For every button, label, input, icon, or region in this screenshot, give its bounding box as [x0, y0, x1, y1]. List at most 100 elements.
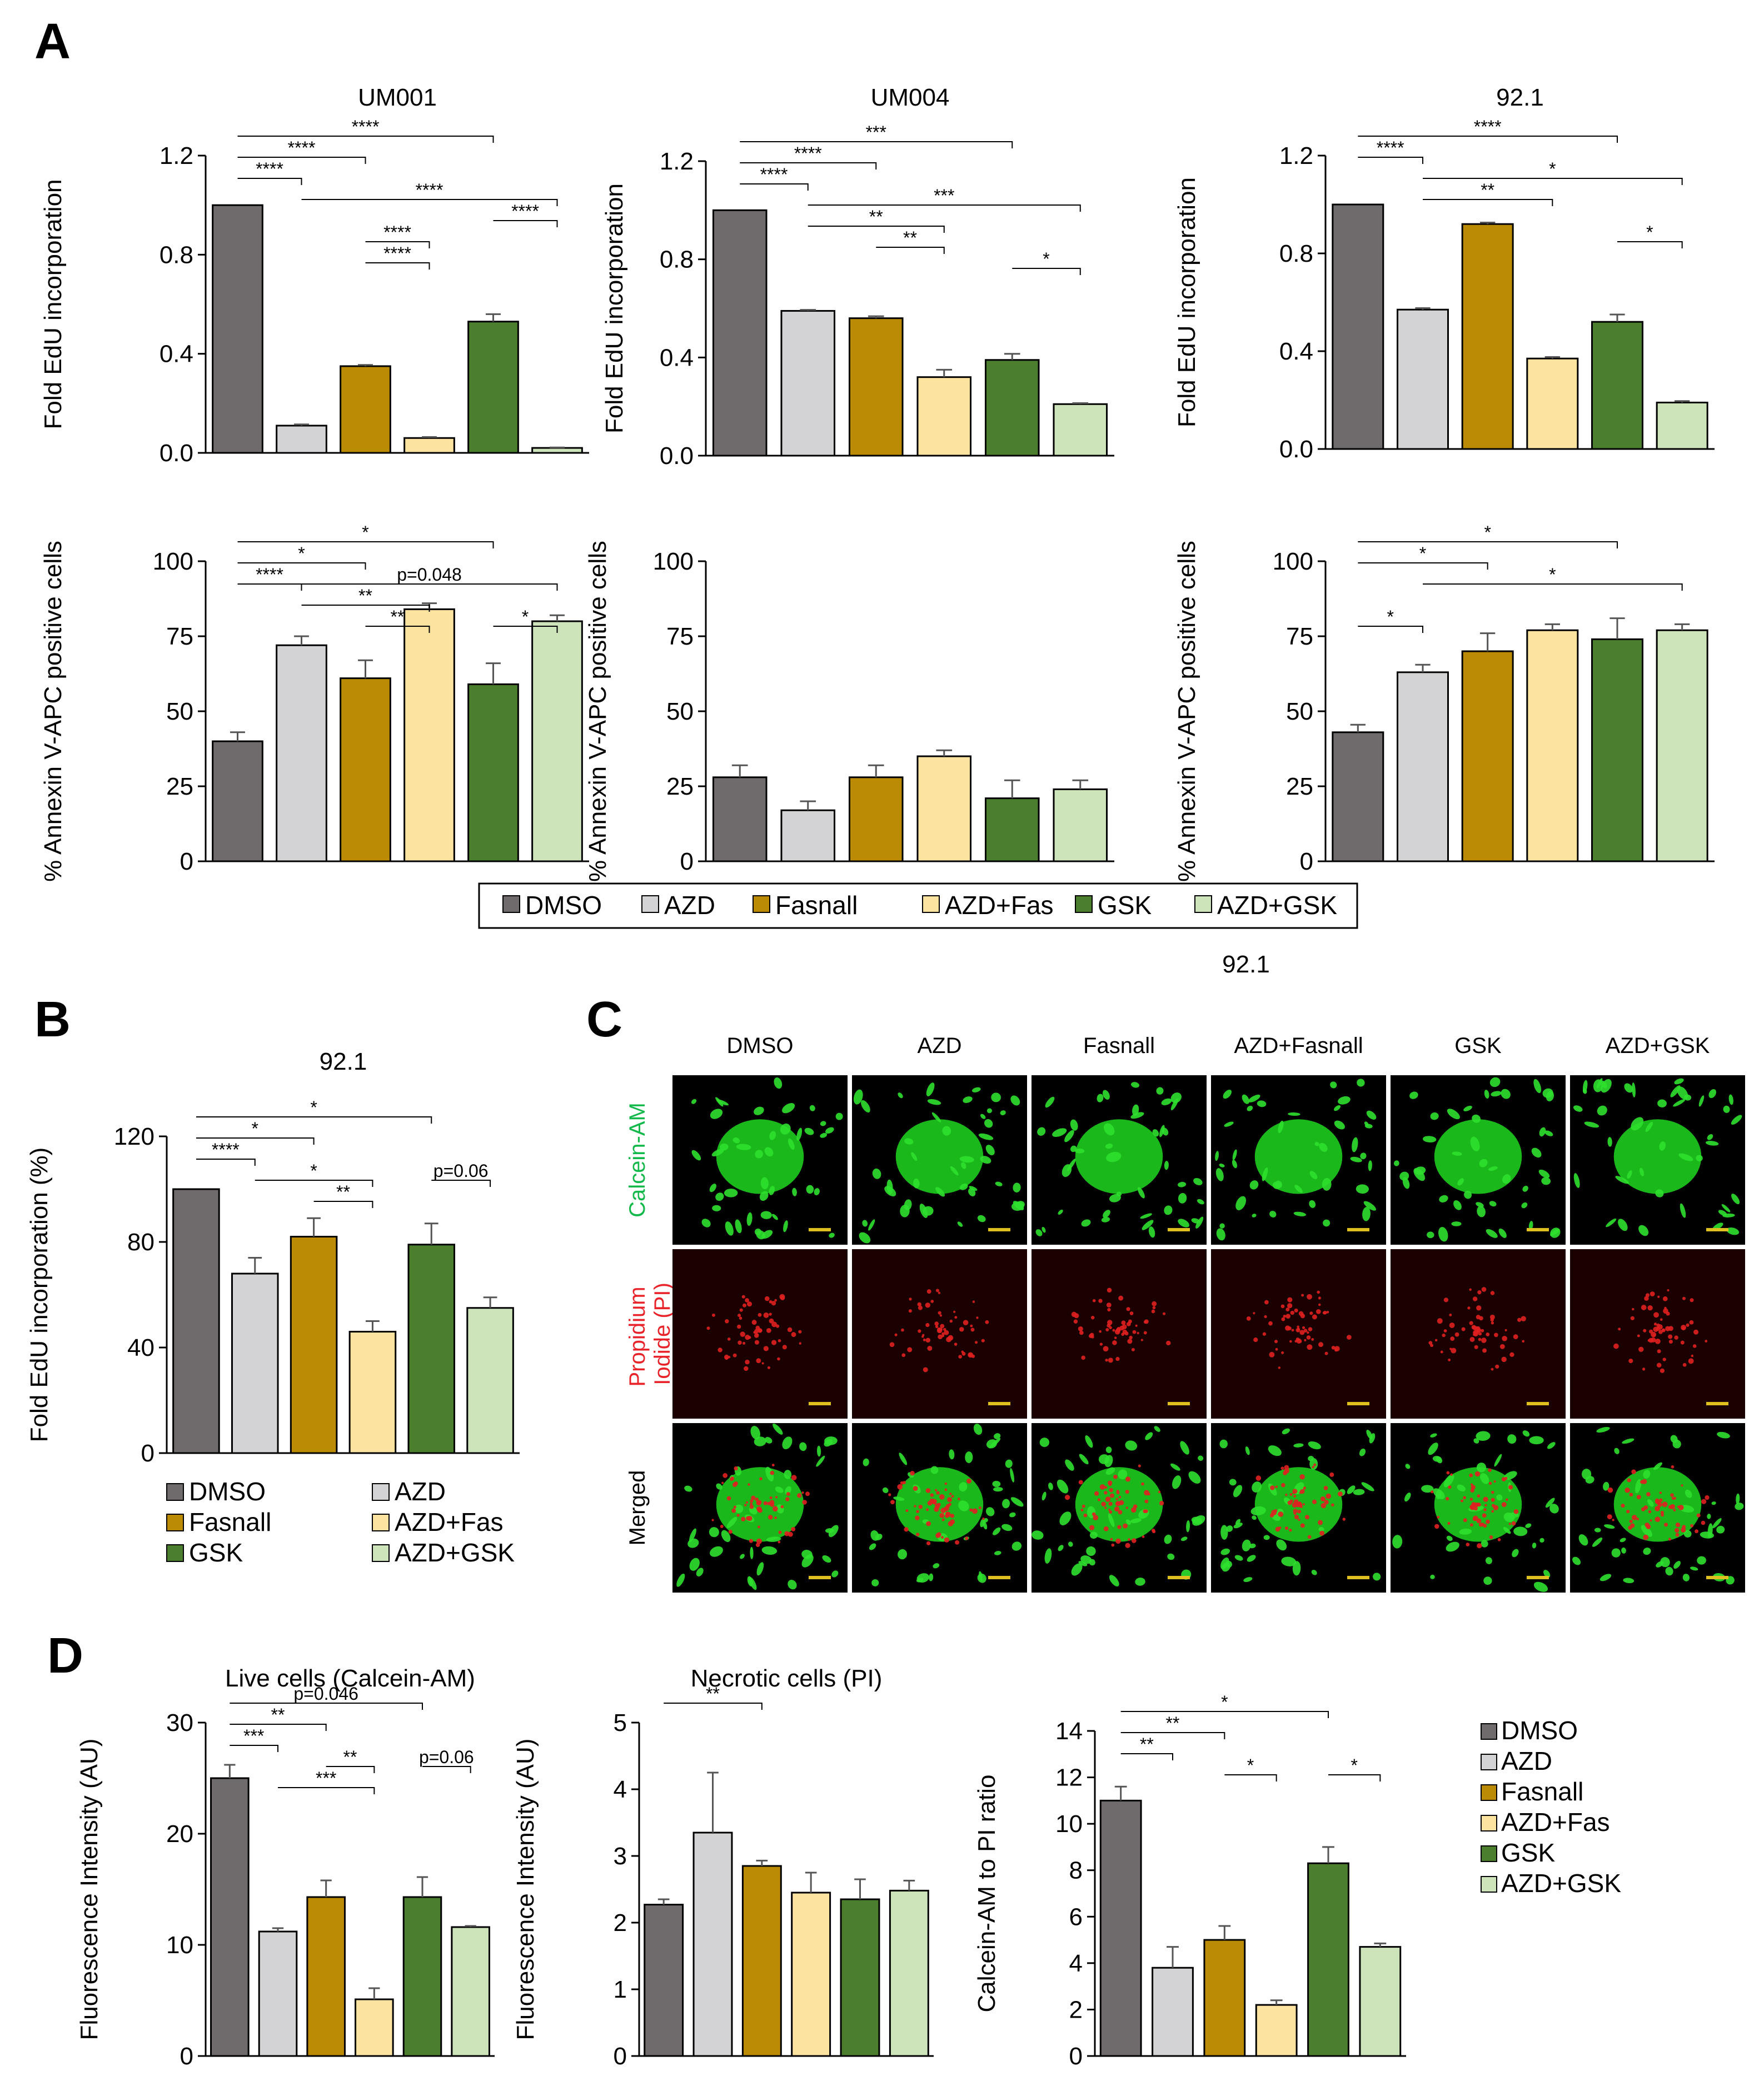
pi-nucleus	[1109, 1510, 1113, 1514]
cell	[1597, 1105, 1607, 1116]
significance-bracket	[365, 241, 430, 248]
pi-nucleus	[1107, 1308, 1111, 1312]
pi-nucleus	[1482, 1513, 1487, 1518]
significance-bracket	[740, 183, 809, 191]
cell	[724, 1189, 738, 1197]
pi-nucleus	[1131, 1348, 1135, 1351]
bar-dmso	[212, 740, 263, 862]
pi-nucleus	[1668, 1538, 1672, 1541]
cell	[1220, 1525, 1228, 1540]
pi-nucleus	[940, 1324, 945, 1329]
significance-bracket	[230, 1745, 278, 1752]
legend-label: AZD+GSK	[1217, 891, 1337, 920]
legend-swatch	[1194, 895, 1212, 913]
pi-nucleus	[1290, 1310, 1295, 1315]
pi-nucleus	[1460, 1499, 1464, 1503]
pi-nucleus	[1107, 1324, 1111, 1328]
cell	[1243, 1577, 1253, 1582]
cell	[1005, 1459, 1013, 1468]
pi-nucleus	[1613, 1343, 1619, 1349]
pi-nucleus	[1522, 1340, 1525, 1343]
pi-nucleus	[1331, 1503, 1334, 1507]
pi-nucleus	[1489, 1535, 1493, 1539]
cell	[1058, 1209, 1063, 1215]
legend-label: AZD	[1501, 1746, 1552, 1775]
cell	[1413, 1168, 1426, 1181]
cell	[1293, 1211, 1307, 1216]
pi-nucleus	[1126, 1307, 1130, 1311]
pi-nucleus	[744, 1366, 749, 1371]
significance-label: ****	[511, 201, 539, 221]
y-tick-label: 0.8	[660, 246, 694, 273]
pi-nucleus	[1678, 1505, 1684, 1510]
pi-nucleus	[1668, 1334, 1673, 1339]
bar-azd-gsk	[1656, 629, 1708, 862]
pi-nucleus	[742, 1341, 746, 1345]
cell	[893, 1496, 905, 1501]
cell	[1180, 1441, 1189, 1455]
bar-azd-fas	[1526, 357, 1579, 450]
column-label: GSK	[1454, 1034, 1502, 1058]
pi-nucleus	[1262, 1332, 1267, 1336]
cell	[1226, 1525, 1233, 1532]
pi-nucleus	[1674, 1335, 1678, 1340]
significance-bracket	[301, 199, 558, 206]
cell	[942, 1126, 951, 1136]
significance-label: **	[271, 1705, 285, 1725]
cell	[911, 1152, 918, 1161]
cell	[1233, 1523, 1243, 1529]
pi-nucleus	[1118, 1295, 1124, 1301]
cell	[1071, 1563, 1083, 1576]
panel-c-title: 92.1	[1222, 951, 1270, 978]
pi-nucleus	[1132, 1330, 1137, 1334]
pi-nucleus	[791, 1526, 796, 1531]
cell	[1125, 1440, 1138, 1451]
bar-azd-fas	[916, 376, 972, 457]
significance-bracket	[230, 1724, 327, 1731]
y-axis-label: Fold EdU incorporation (%)	[26, 1147, 53, 1443]
y-tick-label: 0	[1069, 2043, 1083, 2070]
cell	[1533, 1581, 1548, 1592]
pi-nucleus	[941, 1332, 945, 1335]
cell	[820, 1121, 826, 1126]
cell	[754, 1106, 764, 1115]
pi-nucleus	[1144, 1499, 1149, 1504]
cell	[759, 1191, 769, 1201]
pi-nucleus	[1497, 1538, 1501, 1541]
cell	[1539, 1127, 1546, 1137]
pi-nucleus	[1089, 1525, 1095, 1530]
pi-nucleus	[1631, 1515, 1637, 1520]
cell	[929, 1573, 934, 1581]
cell	[1430, 1433, 1437, 1438]
bar-dmso	[212, 204, 263, 454]
legend-swatch	[1481, 1845, 1497, 1862]
pi-nucleus	[938, 1291, 941, 1294]
pi-nucleus	[1673, 1509, 1676, 1512]
cell-cluster	[1254, 1119, 1343, 1194]
pi-nucleus	[1320, 1503, 1327, 1509]
pi-nucleus	[1297, 1509, 1302, 1514]
bar-gsk	[467, 321, 519, 454]
significance-label: *	[1221, 1692, 1228, 1712]
cell	[1529, 1436, 1544, 1445]
pi-nucleus	[1449, 1323, 1455, 1328]
y-tick-label: 0.8	[160, 241, 193, 268]
cell	[959, 1156, 974, 1163]
pi-nucleus	[1292, 1489, 1298, 1494]
pi-nucleus	[1099, 1484, 1105, 1490]
pi-nucleus	[1434, 1339, 1438, 1342]
cell	[1013, 1182, 1021, 1192]
cell	[979, 1571, 983, 1581]
cell	[1108, 1513, 1115, 1527]
cell	[766, 1536, 781, 1542]
cell	[824, 1436, 838, 1445]
significance-label: **	[343, 1747, 357, 1767]
legend-swatch	[372, 1544, 390, 1562]
cell	[1081, 1219, 1091, 1227]
pi-nucleus	[1670, 1493, 1674, 1497]
significance-label: *	[1043, 249, 1049, 269]
pi-nucleus	[1246, 1316, 1251, 1321]
pi-nucleus	[1296, 1338, 1302, 1344]
significance-bracket	[1120, 1732, 1225, 1739]
pi-nucleus	[1501, 1477, 1506, 1481]
